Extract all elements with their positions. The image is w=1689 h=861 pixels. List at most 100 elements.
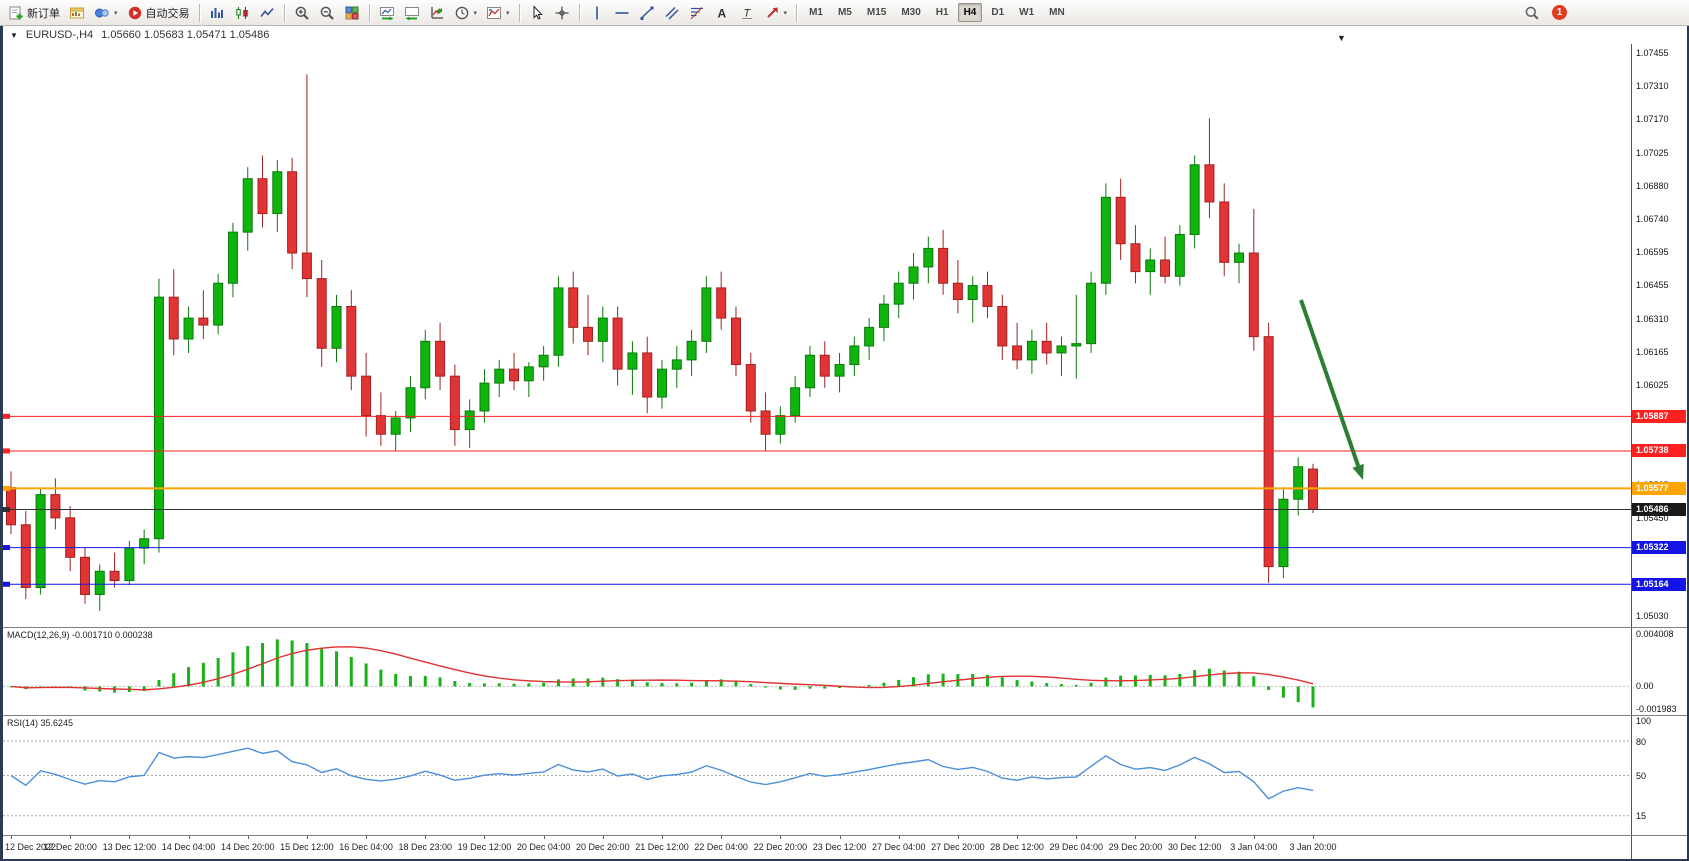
toolbar-separator <box>198 3 200 22</box>
time-tick <box>484 836 486 839</box>
timeframe-m5[interactable]: M5 <box>837 7 852 18</box>
zoom-out-icon <box>320 6 334 20</box>
search-icon <box>1525 6 1539 20</box>
line-anchor[interactable] <box>3 545 10 551</box>
price-axis-label: 1.07025 <box>1636 147 1669 158</box>
timeframe-mn[interactable]: MN <box>1049 7 1065 18</box>
time-tick <box>957 836 959 839</box>
time-tick <box>721 836 723 839</box>
auto-trading-label: 自动交易 <box>145 7 190 20</box>
bars-button[interactable] <box>205 2 229 23</box>
price-axis-label: 1.06310 <box>1636 313 1669 324</box>
price-tag: 1.05322 <box>1632 541 1686 555</box>
price-axis: 1.07455 1.07310 1.07170 1.07025 1.06880 1.067… <box>1631 44 1687 627</box>
macd-plot[interactable]: MACD(12,26,9) -0.001710 0.000238 <box>3 628 1631 715</box>
time-axis-label: 22 Dec 04:00 <box>694 842 748 852</box>
trend-arrow-head[interactable] <box>1352 463 1364 480</box>
line-chart-button[interactable] <box>255 2 279 23</box>
trend-arrow[interactable] <box>1299 299 1361 467</box>
new-order-label: 新订单 <box>27 7 60 20</box>
hline-button[interactable] <box>610 2 634 23</box>
periods-button[interactable]: ▾ <box>450 2 482 23</box>
macd-axis-label: 0.004008 <box>1636 629 1674 639</box>
time-tick <box>1017 836 1019 839</box>
price-tag: 1.05486 <box>1632 502 1686 516</box>
price-axis-label: 1.07170 <box>1636 113 1669 124</box>
auto-trading-button[interactable]: 自动交易 <box>123 2 194 23</box>
rsi-chart[interactable] <box>3 716 1631 835</box>
timeframe-m30[interactable]: M30 <box>901 7 921 18</box>
time-axis-label: 29 Dec 04:00 <box>1049 842 1104 852</box>
candlestick-chart[interactable] <box>3 44 1631 627</box>
line-anchor[interactable] <box>3 413 10 419</box>
fibonacci-icon <box>690 6 703 19</box>
zoom-out-button[interactable] <box>315 2 339 23</box>
hline-icon <box>615 11 629 14</box>
timeframe-w1[interactable]: W1 <box>1019 7 1035 18</box>
text-icon: A <box>717 6 726 20</box>
chart-window-menu[interactable]: ▼ <box>10 30 18 40</box>
vline-button[interactable] <box>585 2 609 23</box>
templates-button[interactable]: ▾ <box>482 2 514 23</box>
indicators-icon <box>430 6 443 19</box>
crosshair-icon <box>555 6 569 19</box>
auto-scroll-button[interactable] <box>375 2 399 23</box>
line-anchor[interactable] <box>3 581 10 587</box>
indicators-button[interactable] <box>425 2 449 23</box>
timeframe-m15[interactable]: M15 <box>866 7 887 18</box>
rsi-plot[interactable]: RSI(14) 35.6245 <box>3 716 1631 835</box>
time-tick <box>1313 836 1314 839</box>
auto-scroll-icon <box>379 6 394 20</box>
channel-button[interactable] <box>660 2 684 23</box>
time-axis-label: 23 Dec 12:00 <box>812 842 867 852</box>
macd-chart[interactable] <box>3 628 1631 715</box>
zoom-in-button[interactable] <box>290 2 314 23</box>
text-button[interactable]: A <box>710 2 734 23</box>
notification-badge[interactable]: 1 <box>1552 5 1567 20</box>
text-label-button[interactable]: T <box>735 2 759 23</box>
rsi-axis-label: 80 <box>1636 736 1647 747</box>
crosshair-button[interactable] <box>550 2 574 23</box>
new-order-button[interactable]: 新订单 <box>4 2 64 23</box>
timeframe-h4[interactable]: H4 <box>957 3 983 22</box>
main-chart-plot[interactable] <box>3 44 1631 627</box>
time-axis-label: 14 Dec 20:00 <box>220 842 275 852</box>
price-tag: 1.05887 <box>1632 409 1686 423</box>
time-tick <box>602 836 604 839</box>
search-button[interactable] <box>1520 2 1544 23</box>
timeframe-d1[interactable]: D1 <box>991 7 1005 18</box>
toolbar-right: 1 <box>1520 2 1567 23</box>
chevron-down-icon: ▾ <box>114 9 118 17</box>
price-axis-label: 1.06455 <box>1636 279 1669 290</box>
trendline-button[interactable] <box>635 2 659 23</box>
profiles-button[interactable]: ▾ <box>90 2 122 23</box>
vline-icon <box>595 6 598 19</box>
time-axis-label: 13 Dec 12:00 <box>102 842 157 852</box>
time-tick <box>425 836 427 839</box>
time-tick <box>70 836 72 839</box>
time-axis-label: 22 Dec 20:00 <box>753 842 808 852</box>
price-axis-label: 1.07455 <box>1636 47 1669 58</box>
timeframe-m1[interactable]: M1 <box>809 7 823 18</box>
line-anchor[interactable] <box>3 506 10 512</box>
time-axis-label: 15 Dec 12:00 <box>280 842 334 852</box>
fibonacci-button[interactable] <box>685 2 709 23</box>
main-chart-panel: 1.07455 1.07310 1.07170 1.07025 1.06880 1.067… <box>3 44 1687 627</box>
line-anchor[interactable] <box>3 448 10 454</box>
candles-button[interactable] <box>230 2 254 23</box>
channel-icon <box>665 6 679 20</box>
arrows-button[interactable]: ▾ <box>760 2 792 23</box>
line-anchor[interactable] <box>3 485 10 491</box>
time-tick <box>780 836 782 839</box>
chart-window-button[interactable] <box>65 2 89 23</box>
timeframe-h1[interactable]: H1 <box>935 7 949 18</box>
macd-signal-line <box>10 646 1314 691</box>
time-axis-label: 28 Dec 12:00 <box>990 842 1044 852</box>
trendline-icon <box>640 6 654 20</box>
time-axis-label: 20 Dec 04:00 <box>516 842 571 852</box>
tile-windows-icon <box>345 6 359 20</box>
chart-shift-button[interactable] <box>400 2 424 23</box>
cursor-button[interactable] <box>525 2 549 23</box>
chart-shift-icon <box>404 6 419 20</box>
tile-windows-button[interactable] <box>340 2 364 23</box>
